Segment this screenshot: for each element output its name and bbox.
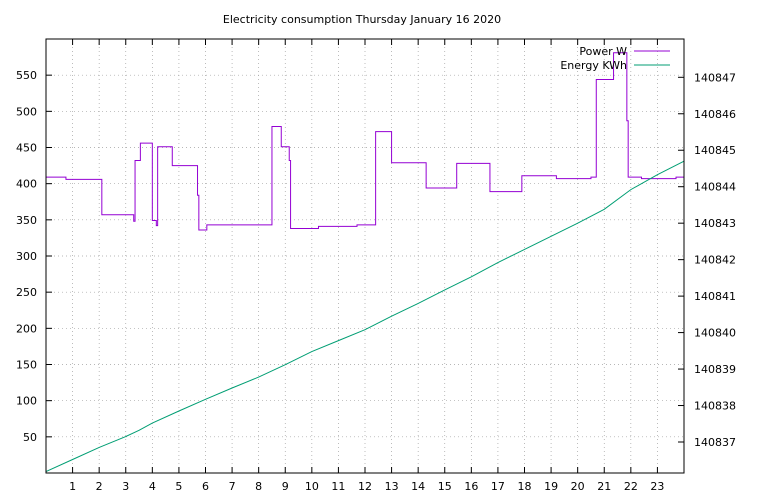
y2-tick-label: 140846 [694, 108, 736, 121]
x-tick-label: 20 [571, 480, 585, 493]
x-tick-label: 9 [282, 480, 289, 493]
x-tick-label: 21 [597, 480, 611, 493]
y-tick-label: 100 [16, 395, 37, 408]
y-tick-label: 500 [16, 105, 37, 118]
x-tick-label: 8 [255, 480, 262, 493]
x-tick-label: 17 [491, 480, 505, 493]
y-tick-label: 150 [16, 359, 37, 372]
series-layer [45, 52, 685, 472]
grid [46, 39, 684, 473]
y2-tick-label: 140845 [694, 144, 736, 157]
x-tick-label: 4 [149, 480, 156, 493]
y2-tick-label: 140843 [694, 217, 736, 230]
x-tick-label: 19 [544, 480, 558, 493]
x-tick-label: 6 [202, 480, 209, 493]
x-tick-label: 15 [438, 480, 452, 493]
ticks-layer: 1 2 3 4 5 6 7 8 9 10 11 12 13 14 15 16 17 18 19 20 21 22 23501… [16, 39, 736, 493]
legend-label: Energy KWh [560, 59, 627, 72]
y2-tick-label: 140842 [694, 254, 736, 267]
x-tick-label: 14 [411, 480, 425, 493]
x-tick-label: 18 [518, 480, 532, 493]
x-tick-label: 1 [69, 480, 76, 493]
x-tick-label: 12 [358, 480, 372, 493]
y-tick-label: 450 [16, 142, 37, 155]
chart-title: Electricity consumption Thursday January… [223, 13, 501, 26]
y2-tick-label: 140844 [694, 181, 736, 194]
x-tick-label: 22 [624, 480, 638, 493]
legend-label: Power W [579, 45, 627, 58]
y-tick-label: 250 [16, 286, 37, 299]
series-line-energy-kwh [45, 160, 685, 472]
x-tick-label: 2 [96, 480, 103, 493]
x-tick-label: 13 [385, 480, 399, 493]
y2-tick-label: 140837 [694, 436, 736, 449]
y-tick-label: 200 [16, 322, 37, 335]
y-tick-label: 350 [16, 214, 37, 227]
x-tick-label: 7 [229, 480, 236, 493]
x-tick-label: 16 [464, 480, 478, 493]
x-tick-label: 10 [305, 480, 319, 493]
x-tick-label: 3 [122, 480, 129, 493]
x-tick-label: 11 [331, 480, 345, 493]
y-tick-label: 550 [16, 69, 37, 82]
y2-tick-label: 140840 [694, 327, 736, 340]
y-tick-label: 50 [23, 431, 37, 444]
y2-tick-label: 140847 [694, 71, 736, 84]
x-tick-label: 5 [175, 480, 182, 493]
y-tick-label: 300 [16, 250, 37, 263]
x-tick-label: 23 [650, 480, 664, 493]
y2-tick-label: 140839 [694, 363, 736, 376]
y2-tick-label: 140838 [694, 400, 736, 413]
y-tick-label: 400 [16, 178, 37, 191]
series-line-power-w [46, 52, 684, 231]
y2-tick-label: 140841 [694, 290, 736, 303]
